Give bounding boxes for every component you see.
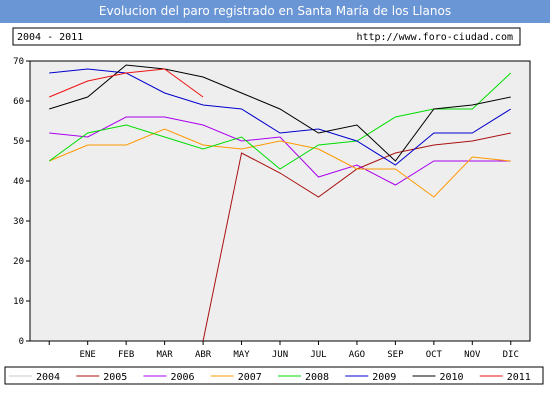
plot-area [29, 60, 531, 342]
page-title: Evolucion del paro registrado en Santa M… [0, 0, 550, 23]
x-axis: ENE FEB MAR ABR MAY JUN JUL AGO SEP OCT NOV DIC [48, 341, 519, 360]
series-lines [48, 64, 512, 342]
x-tick-label: ABR [195, 350, 212, 360]
y-tick-label: 10 [13, 297, 24, 307]
legend-label-2008: 2008 [305, 372, 329, 383]
x-tick-label: JUL [310, 350, 326, 360]
series-line-2010 [49, 64, 511, 162]
legend-label-2010: 2010 [440, 372, 464, 383]
x-tick-label: SEP [387, 350, 404, 360]
x-tick-label: AGO [349, 350, 365, 360]
subtitle-box [12, 27, 521, 46]
x-tick-label: MAR [156, 350, 173, 360]
series-line-2006 [49, 116, 511, 186]
legend-label-2007: 2007 [238, 372, 262, 383]
legend-box [4, 366, 544, 385]
series-line-2007 [49, 128, 511, 198]
legend-label-2011: 2011 [507, 372, 531, 383]
source-url[interactable]: http://www.foro-ciudad.com [356, 32, 513, 43]
y-tick-label: 50 [13, 137, 24, 147]
legend: 2004 2005 2006 2007 2008 2009 2010 2011 [9, 372, 531, 383]
y-tick-label: 60 [13, 97, 24, 107]
y-tick-label: 0 [19, 337, 24, 347]
x-tick-label: FEB [118, 350, 134, 360]
y-tick-label: 70 [13, 57, 24, 67]
y-tick-label: 20 [13, 257, 24, 267]
x-tick-label: ENE [80, 350, 96, 360]
legend-label-2006: 2006 [171, 372, 195, 383]
y-tick-label: 40 [13, 177, 24, 187]
y-tick-label: 30 [13, 217, 24, 227]
x-tick-label: OCT [426, 350, 443, 360]
x-tick-label: DIC [503, 350, 519, 360]
legend-label-2009: 2009 [372, 372, 396, 383]
x-tick-label: JUN [272, 350, 288, 360]
series-line-2011 [49, 68, 204, 98]
legend-label-2004: 2004 [36, 372, 60, 383]
x-tick-label: MAY [233, 350, 250, 360]
legend-label-2005: 2005 [103, 372, 127, 383]
y-axis: 0 10 20 30 40 50 60 70 [13, 57, 30, 347]
period-label: 2004 - 2011 [17, 32, 83, 43]
x-tick-label: NOV [464, 350, 481, 360]
